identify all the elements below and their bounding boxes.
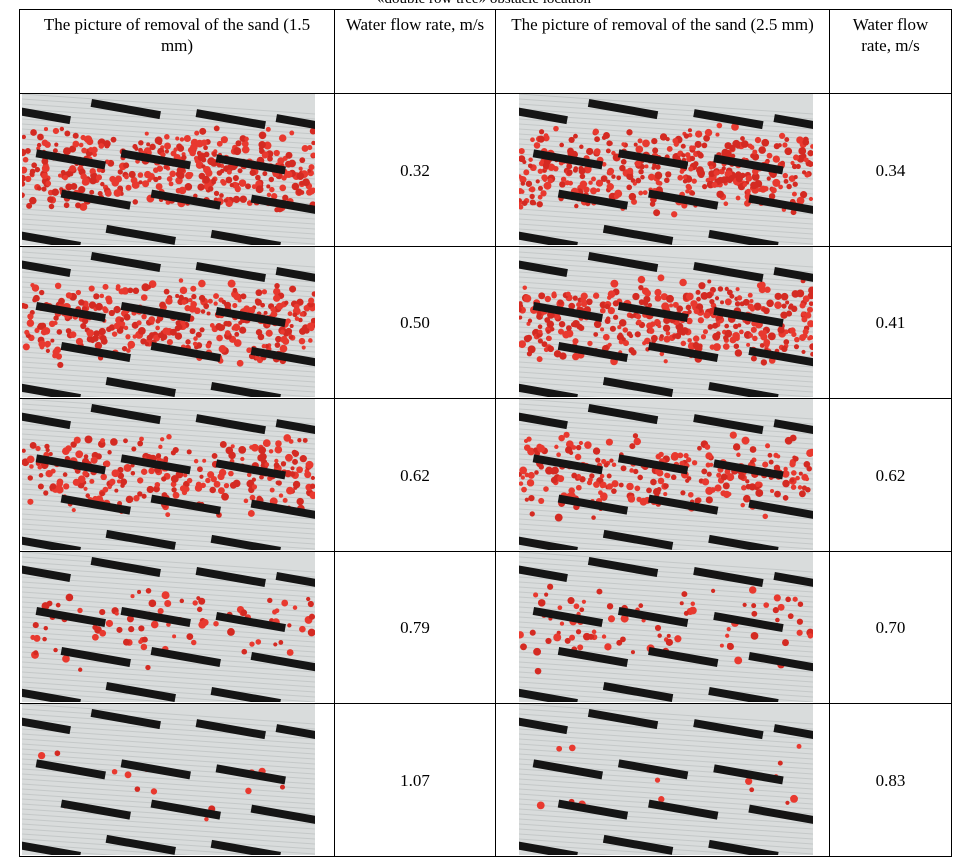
flow-rate: 0.79 [334,551,496,704]
flow-rate: 0.41 [829,246,952,399]
flow-rate: 0.62 [334,398,496,552]
flow-rate: 0.62 [829,398,952,552]
sand-photo [519,704,813,855]
header-cell: Water flow rate, m/s [829,9,952,94]
sand-photo [22,247,315,397]
sand-photo [22,552,315,702]
sand-photo [22,399,315,550]
header-cell: The picture of removal of the sand (2.5 … [495,9,830,94]
caption: «double row tree» obstacle location [0,0,968,8]
flow-rate: 0.70 [829,551,952,704]
sand-photo [519,399,813,550]
sand-photo [22,94,315,245]
flow-rate: 0.83 [829,703,952,857]
flow-rate: 0.34 [829,93,952,247]
header-cell: Water flow rate, m/s [334,9,496,94]
flow-rate: 0.50 [334,246,496,399]
flow-rate: 0.32 [334,93,496,247]
sand-photo [519,247,813,397]
header-cell: The picture of removal of the sand (1.5 … [19,9,335,94]
flow-rate: 1.07 [334,703,496,857]
sand-photo [519,552,813,702]
sand-photo [22,704,315,855]
sand-photo [519,94,813,245]
